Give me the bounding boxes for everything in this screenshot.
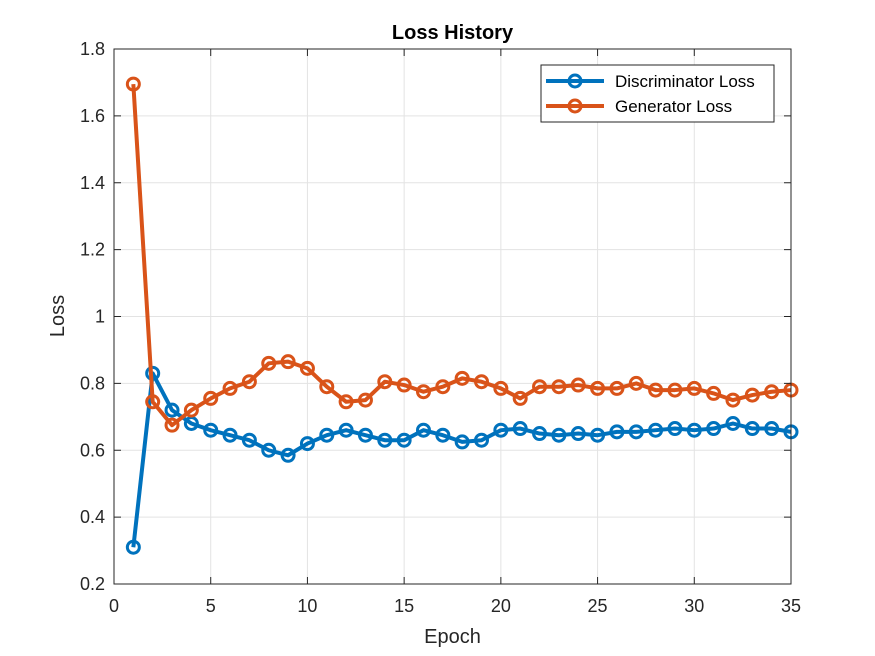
data-point-generator-loss bbox=[667, 382, 683, 398]
data-point-generator-loss bbox=[648, 382, 664, 398]
data-point-discriminator-loss bbox=[299, 436, 315, 452]
y-tick-label: 1.4 bbox=[80, 173, 105, 193]
y-tick-label: 1.6 bbox=[80, 106, 105, 126]
data-point-discriminator-loss bbox=[474, 432, 490, 448]
data-point-generator-loss bbox=[570, 377, 586, 393]
data-point-discriminator-loss bbox=[261, 442, 277, 458]
data-point-discriminator-loss bbox=[512, 421, 528, 437]
data-point-discriminator-loss bbox=[435, 427, 451, 443]
data-point-generator-loss bbox=[609, 380, 625, 396]
data-point-generator-loss bbox=[590, 380, 606, 396]
series-discriminator-loss bbox=[125, 365, 799, 555]
legend-marker-generator bbox=[567, 98, 583, 114]
data-point-generator-loss bbox=[222, 380, 238, 396]
data-point-discriminator-loss bbox=[570, 426, 586, 442]
data-point-generator-loss bbox=[183, 402, 199, 418]
y-tick-label: 0.6 bbox=[80, 440, 105, 460]
x-axis-label: Epoch bbox=[424, 626, 481, 648]
legend-label-generator: Generator Loss bbox=[615, 97, 732, 116]
data-point-generator-loss bbox=[299, 360, 315, 376]
data-point-generator-loss bbox=[415, 384, 431, 400]
data-point-discriminator-loss bbox=[628, 424, 644, 440]
data-point-discriminator-loss bbox=[164, 402, 180, 418]
data-point-discriminator-loss bbox=[667, 421, 683, 437]
data-point-discriminator-loss bbox=[493, 422, 509, 438]
legend-marker-discriminator bbox=[567, 73, 583, 89]
data-point-discriminator-loss bbox=[203, 422, 219, 438]
legend-box bbox=[540, 64, 775, 123]
data-point-generator-loss bbox=[125, 76, 141, 92]
chart-title: Loss History bbox=[392, 22, 514, 44]
data-point-generator-loss bbox=[145, 394, 161, 410]
data-point-generator-loss bbox=[686, 380, 702, 396]
data-point-generator-loss bbox=[280, 354, 296, 370]
data-point-generator-loss bbox=[357, 392, 373, 408]
data-point-discriminator-loss bbox=[725, 416, 741, 431]
legend-label-discriminator: Discriminator Loss bbox=[615, 72, 755, 91]
x-tick-label: 35 bbox=[781, 596, 801, 616]
data-point-discriminator-loss bbox=[532, 426, 548, 442]
data-point-discriminator-loss bbox=[590, 427, 606, 443]
x-tick-label: 5 bbox=[206, 596, 216, 616]
data-point-discriminator-loss bbox=[454, 434, 470, 450]
data-point-discriminator-loss bbox=[415, 422, 431, 438]
data-point-discriminator-loss bbox=[706, 421, 722, 437]
y-tick-label: 1 bbox=[95, 307, 105, 327]
data-point-generator-loss bbox=[628, 375, 644, 391]
series-generator-loss bbox=[125, 76, 799, 433]
data-point-generator-loss bbox=[764, 384, 780, 400]
data-point-generator-loss bbox=[338, 394, 354, 410]
data-point-discriminator-loss bbox=[280, 447, 296, 463]
y-tick-label: 1.8 bbox=[80, 39, 105, 59]
data-point-generator-loss bbox=[261, 355, 277, 371]
data-point-discriminator-loss bbox=[648, 422, 664, 438]
data-point-generator-loss bbox=[744, 387, 760, 403]
data-point-discriminator-loss bbox=[222, 427, 238, 443]
x-tick-label: 10 bbox=[297, 596, 317, 616]
data-point-generator-loss bbox=[319, 379, 335, 395]
data-point-generator-loss bbox=[164, 417, 180, 433]
data-point-generator-loss bbox=[377, 374, 393, 390]
data-point-generator-loss bbox=[241, 374, 257, 390]
data-point-discriminator-loss bbox=[338, 422, 354, 438]
data-point-generator-loss bbox=[725, 392, 741, 408]
x-tick-label: 15 bbox=[394, 596, 414, 616]
data-point-generator-loss bbox=[435, 379, 451, 395]
data-point-discriminator-loss bbox=[686, 422, 702, 438]
data-point-generator-loss bbox=[512, 390, 528, 406]
y-tick-label: 0.8 bbox=[80, 373, 105, 393]
data-point-generator-loss bbox=[203, 390, 219, 406]
data-point-discriminator-loss bbox=[551, 427, 567, 443]
data-point-generator-loss bbox=[454, 370, 470, 386]
data-point-discriminator-loss bbox=[764, 421, 780, 437]
data-point-discriminator-loss bbox=[241, 432, 257, 448]
y-axis-label: Loss bbox=[47, 295, 69, 337]
y-tick-label: 0.4 bbox=[80, 507, 105, 527]
x-tick-label: 30 bbox=[684, 596, 704, 616]
data-point-generator-loss bbox=[493, 380, 509, 396]
data-point-discriminator-loss bbox=[744, 421, 760, 437]
data-point-discriminator-loss bbox=[396, 432, 412, 448]
ticks bbox=[113, 48, 792, 585]
y-tick-label: 0.2 bbox=[80, 574, 105, 594]
legend: Discriminator Loss Generator Loss bbox=[540, 64, 775, 123]
data-point-discriminator-loss bbox=[319, 427, 335, 443]
data-point-generator-loss bbox=[474, 374, 490, 390]
tick-labels: 0 5 10 15 20 25 30 35 0.2 0.4 0.6 0.8 1 1.2 1.4 1.6 1.8 bbox=[80, 39, 801, 616]
y-tick-label: 1.2 bbox=[80, 240, 105, 260]
data-point-discriminator-loss bbox=[125, 539, 141, 555]
data-point-generator-loss bbox=[396, 377, 412, 393]
x-tick-label: 0 bbox=[109, 596, 119, 616]
series-layer bbox=[125, 76, 799, 555]
x-tick-label: 20 bbox=[491, 596, 511, 616]
data-point-discriminator-loss bbox=[609, 424, 625, 440]
data-point-generator-loss bbox=[706, 385, 722, 401]
data-point-generator-loss bbox=[551, 379, 567, 395]
data-point-generator-loss bbox=[532, 379, 548, 395]
data-point-discriminator-loss bbox=[357, 427, 373, 443]
x-tick-label: 25 bbox=[588, 596, 608, 616]
data-point-discriminator-loss bbox=[377, 432, 393, 448]
